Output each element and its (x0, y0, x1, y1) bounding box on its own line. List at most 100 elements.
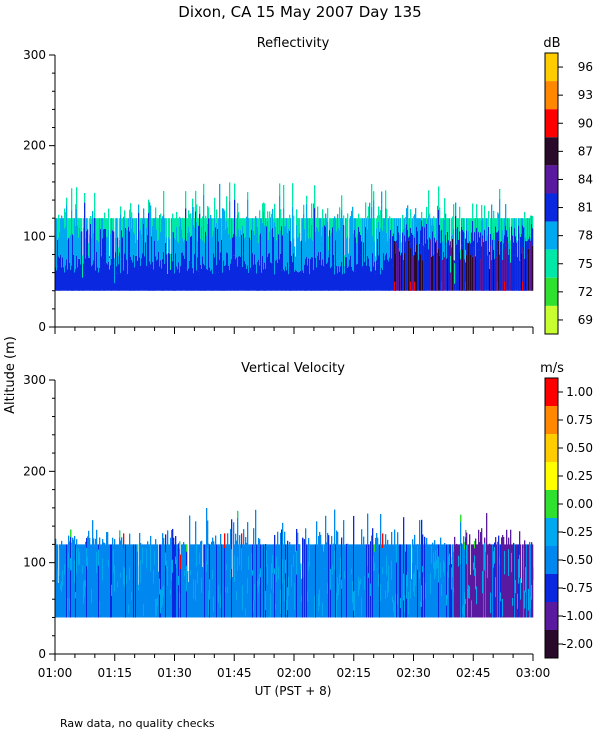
data-column (215, 535, 217, 618)
data-column (436, 239, 438, 291)
data-column (86, 538, 88, 618)
data-column (110, 218, 112, 234)
data-column (372, 253, 374, 291)
data-column (147, 256, 149, 291)
data-column (104, 228, 106, 264)
data-column (530, 544, 532, 618)
data-column (219, 183, 221, 199)
data-column (173, 537, 175, 618)
data-column (401, 247, 403, 291)
x-tick-label: 01:45 (217, 666, 252, 680)
data-column (238, 544, 240, 618)
data-column (376, 228, 378, 261)
data-column (501, 567, 503, 580)
data-column (402, 589, 404, 616)
data-column (121, 230, 123, 260)
data-column (414, 255, 416, 291)
data-column (156, 229, 158, 261)
data-column (531, 215, 533, 224)
y-tick-label: 200 (23, 139, 46, 153)
data-column (319, 531, 321, 618)
data-column (435, 550, 437, 576)
data-column (401, 242, 403, 253)
data-column (434, 237, 436, 253)
data-column (158, 218, 160, 240)
data-column (60, 544, 62, 618)
data-column (353, 233, 355, 272)
data-column (423, 577, 425, 601)
data-column (498, 230, 500, 241)
data-column (226, 564, 228, 571)
data-column (256, 236, 258, 274)
data-column (374, 218, 376, 242)
data-column (317, 544, 319, 618)
data-column (200, 264, 202, 291)
data-column (55, 267, 57, 291)
data-column (452, 544, 454, 618)
data-column (399, 251, 401, 291)
data-column (492, 250, 494, 291)
data-column (69, 541, 71, 618)
data-column (359, 258, 361, 291)
data-column (104, 588, 106, 602)
data-column (104, 263, 106, 291)
data-column (422, 566, 424, 573)
data-column (375, 273, 377, 291)
data-column (498, 213, 500, 231)
data-column (215, 218, 217, 228)
data-column (265, 544, 267, 618)
data-column (162, 238, 164, 259)
data-column (394, 281, 396, 291)
data-column (132, 226, 134, 263)
data-column (295, 558, 297, 584)
data-column (246, 269, 248, 291)
data-column (499, 189, 501, 199)
data-column (417, 231, 419, 253)
data-column (424, 227, 426, 247)
data-column (262, 256, 264, 291)
data-column (495, 577, 497, 598)
data-column (161, 230, 163, 269)
data-column (421, 243, 423, 291)
data-column (225, 587, 227, 593)
data-column (385, 208, 387, 256)
data-column (232, 264, 234, 291)
data-column (316, 521, 318, 618)
data-column (354, 590, 356, 616)
data-column (443, 560, 445, 572)
data-column (523, 227, 525, 253)
data-column (174, 589, 176, 599)
data-column (217, 261, 219, 291)
data-column (250, 218, 252, 240)
data-column (408, 592, 410, 615)
data-column (83, 581, 85, 605)
data-column (486, 592, 488, 610)
data-column (485, 218, 487, 241)
data-column (381, 267, 383, 291)
colorbar-cell (545, 137, 558, 166)
data-column (476, 242, 478, 291)
data-column (201, 268, 203, 291)
data-column (322, 209, 324, 227)
data-column (210, 215, 212, 237)
data-column (307, 218, 309, 235)
data-column (116, 591, 118, 612)
data-column (68, 218, 70, 239)
data-column (478, 529, 480, 618)
data-column (449, 218, 451, 238)
data-column (427, 238, 429, 240)
data-column (448, 240, 450, 291)
data-column (465, 530, 467, 618)
data-column (170, 537, 172, 618)
data-column (328, 257, 330, 291)
data-column (181, 253, 183, 291)
data-column (81, 218, 83, 232)
data-column (386, 556, 388, 575)
data-column (105, 218, 107, 229)
data-column (70, 234, 72, 270)
data-column (328, 535, 330, 618)
data-column (419, 241, 421, 244)
data-column (60, 218, 62, 234)
data-column (83, 544, 85, 618)
